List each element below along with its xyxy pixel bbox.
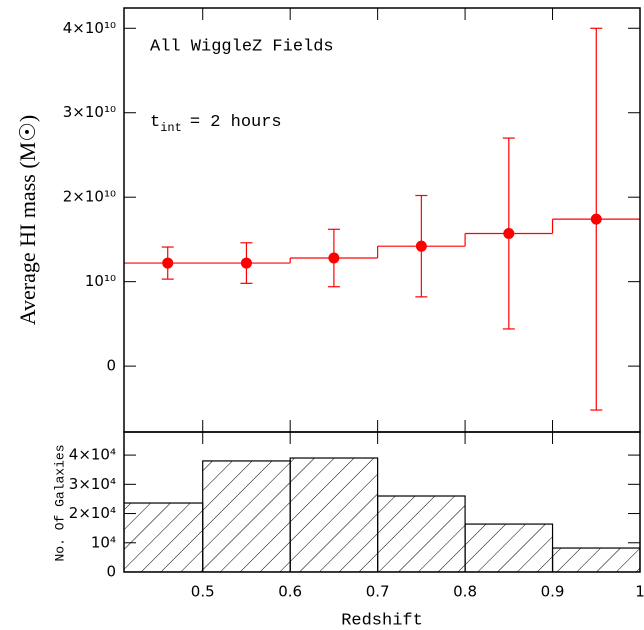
y-tick-label: 10¹⁰ bbox=[85, 272, 116, 290]
data-point bbox=[415, 240, 427, 252]
x-tick-label: 0.8 bbox=[453, 583, 477, 601]
y-tick-label: 4×10¹⁰ bbox=[63, 19, 116, 37]
y-axis-label: Average HI mass (M☉) bbox=[15, 115, 40, 326]
y-tick-label: 3×10⁴ bbox=[69, 475, 116, 493]
hist-bar bbox=[202, 460, 291, 572]
y-tick-label: 3×10¹⁰ bbox=[63, 103, 116, 121]
frame bbox=[123, 431, 641, 573]
y-tick-label: 10⁴ bbox=[91, 533, 116, 551]
x-tick-label: 1 bbox=[635, 583, 644, 601]
y-axis-label: No. Of Galaxies bbox=[52, 444, 67, 561]
frame bbox=[123, 7, 641, 433]
annotation: All WiggleZ Fields bbox=[150, 37, 334, 56]
x-tick-label: 0.6 bbox=[278, 583, 302, 601]
y-tick-label: 2×10⁴ bbox=[69, 504, 116, 522]
annotation-subscript: int bbox=[160, 121, 182, 135]
hist-bar bbox=[289, 457, 379, 572]
hist-bar bbox=[551, 547, 640, 572]
plot-area bbox=[124, 457, 640, 572]
data-point bbox=[590, 213, 602, 225]
x-tick-label: 0.7 bbox=[366, 583, 390, 601]
data-point bbox=[328, 252, 340, 264]
annotation-symbol: t bbox=[150, 113, 160, 132]
data-point bbox=[503, 228, 515, 240]
plot-area bbox=[124, 27, 640, 411]
x-tick-label: 0.5 bbox=[191, 583, 215, 601]
hist-bar bbox=[124, 502, 204, 572]
y-tick-label: 4×10⁴ bbox=[69, 446, 116, 464]
data-point bbox=[240, 257, 252, 269]
hist-bar bbox=[377, 495, 466, 572]
y-tick-label: 2×10¹⁰ bbox=[63, 188, 116, 206]
annotation-text: = 2 hours bbox=[190, 113, 282, 132]
y-tick-label: 0 bbox=[106, 563, 116, 581]
data-point bbox=[162, 257, 174, 269]
x-tick-label: 0.9 bbox=[541, 583, 565, 601]
x-axis-label: Redshift bbox=[341, 611, 423, 630]
annotation: tint = 2 hours bbox=[150, 113, 282, 135]
hist-bar bbox=[464, 523, 554, 572]
y-tick-label: 0 bbox=[106, 357, 116, 375]
